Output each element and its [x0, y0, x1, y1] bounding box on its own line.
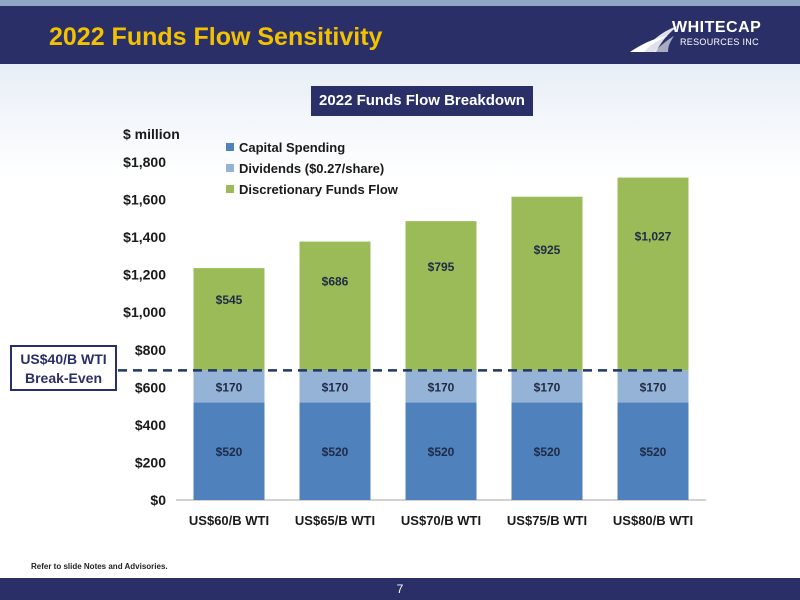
- y-tick-label: $1,400: [123, 229, 166, 245]
- bar-segment-0: [617, 402, 689, 500]
- bar-data-label: $170: [428, 380, 455, 394]
- breakeven-callout: US$40/B WTI Break-Even: [10, 345, 117, 391]
- x-tick-label: US$60/B WTI: [189, 513, 269, 528]
- bar-data-label: $520: [640, 445, 667, 459]
- breakeven-callout-line2: Break-Even: [24, 370, 103, 386]
- legend-entry: Dividends ($0.27/share): [239, 161, 384, 176]
- bar-segment-2: [511, 196, 583, 371]
- legend-entry: Discretionary Funds Flow: [239, 182, 399, 197]
- bar-data-label: $925: [534, 243, 561, 257]
- page-number: 7: [396, 582, 404, 596]
- bar-segment-2: [617, 177, 689, 371]
- y-tick-label: $1,800: [123, 154, 166, 170]
- bar-data-label: $170: [534, 380, 561, 394]
- bar-data-label: $545: [216, 293, 243, 307]
- bar-data-label: $520: [534, 445, 561, 459]
- y-tick-label: $600: [135, 379, 166, 395]
- x-tick-label: US$70/B WTI: [401, 513, 481, 528]
- footnote: Refer to slide Notes and Advisories.: [31, 562, 168, 571]
- bar-data-label: $170: [216, 380, 243, 394]
- bar-segment-0: [193, 402, 265, 500]
- bar-segment-2: [193, 268, 265, 371]
- bar-segment-1: [511, 370, 583, 403]
- bar-data-label: $1,027: [635, 229, 672, 243]
- page-title: 2022 Funds Flow Sensitivity: [49, 23, 383, 51]
- bar-segment-0: [299, 402, 371, 500]
- bar-segment-1: [617, 370, 689, 403]
- y-tick-label: $400: [135, 417, 166, 433]
- y-tick-label: $800: [135, 342, 166, 358]
- y-tick-label: $0: [150, 492, 166, 508]
- logo-wordmark: WHITECAP: [672, 19, 762, 36]
- bar-segment-2: [299, 241, 371, 371]
- bar-segment-0: [405, 402, 477, 500]
- legend-swatch: [226, 164, 234, 172]
- y-axis-label: $ million: [123, 126, 180, 142]
- bar-data-label: $520: [428, 445, 455, 459]
- legend-swatch: [226, 143, 234, 151]
- x-tick-label: US$75/B WTI: [507, 513, 587, 528]
- logo-subtitle: RESOURCES INC: [680, 37, 759, 47]
- bar-data-label: $170: [640, 380, 667, 394]
- bar-segment-0: [511, 402, 583, 500]
- bar-segment-2: [405, 221, 477, 371]
- y-tick-label: $1,200: [123, 267, 166, 283]
- bar-segment-1: [405, 370, 477, 403]
- whitecap-logo-icon: [630, 26, 678, 52]
- footer-bar: [0, 578, 800, 600]
- bar-data-label: $170: [322, 380, 349, 394]
- chart-title: 2022 Funds Flow Breakdown: [311, 86, 533, 116]
- breakeven-callout-line1: US$40/B WTI: [20, 351, 107, 367]
- top-accent-line: [0, 0, 800, 6]
- bar-data-label: $520: [322, 445, 349, 459]
- bar-data-label: $795: [428, 260, 455, 274]
- y-tick-label: $1,000: [123, 304, 166, 320]
- bar-data-label: $686: [322, 274, 349, 288]
- bar-segment-1: [193, 370, 265, 403]
- bar-data-label: $520: [216, 445, 243, 459]
- legend-swatch: [226, 185, 234, 193]
- y-tick-label: $1,600: [123, 192, 166, 208]
- bar-segment-1: [299, 370, 371, 403]
- legend-entry: Capital Spending: [239, 140, 345, 155]
- x-tick-label: US$80/B WTI: [613, 513, 693, 528]
- x-tick-label: US$65/B WTI: [295, 513, 375, 528]
- y-tick-label: $200: [135, 454, 166, 470]
